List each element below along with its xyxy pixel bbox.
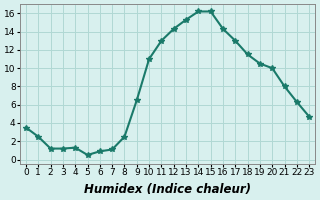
- X-axis label: Humidex (Indice chaleur): Humidex (Indice chaleur): [84, 183, 251, 196]
